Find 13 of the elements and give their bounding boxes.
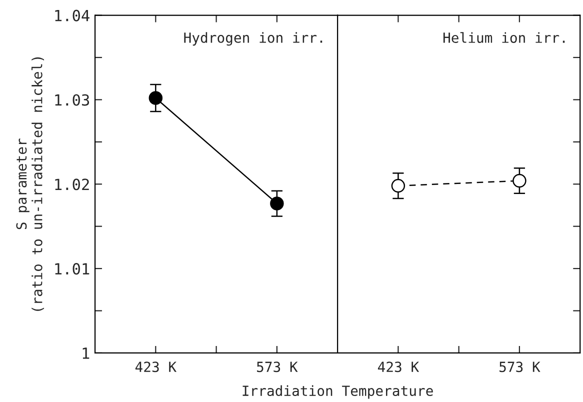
annotation: Hydrogen ion irr. bbox=[184, 32, 322, 46]
x-axis-title: Irradiation Temperature bbox=[242, 385, 433, 399]
y-axis-title: S parameter (ratio to un-irradiated nickel) bbox=[16, 57, 44, 311]
y-tick-label: 1.03 bbox=[55, 94, 90, 106]
x-tick-label: 423 K bbox=[135, 362, 177, 372]
y-tick-label: 1.02 bbox=[55, 178, 89, 190]
x-tick-label: 573 K bbox=[256, 362, 298, 372]
x-tick-label: 573 K bbox=[500, 362, 540, 372]
y-tick-label: 1 bbox=[82, 348, 90, 359]
y-tick-label: 1.04 bbox=[55, 10, 90, 22]
annotation: Helium ion irr. bbox=[443, 32, 565, 43]
y-tick-label: 1.01 bbox=[55, 263, 90, 275]
x-tick-label: 423 K bbox=[378, 362, 420, 372]
